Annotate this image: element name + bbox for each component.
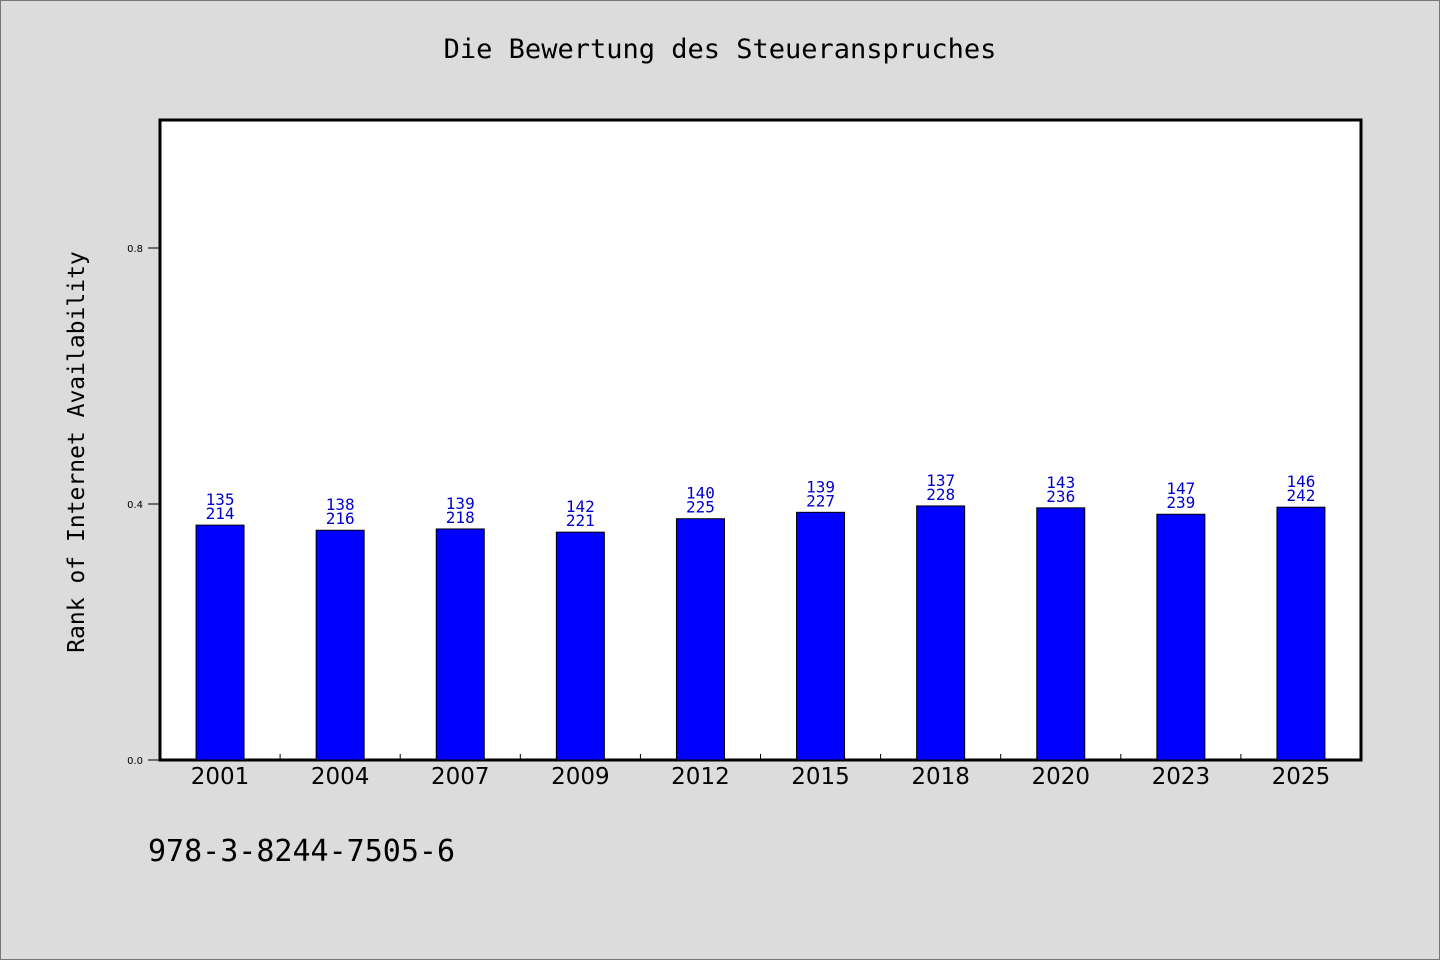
bar-label-bottom: 214 xyxy=(206,504,235,523)
x-tick-label: 2015 xyxy=(791,764,850,790)
bar xyxy=(315,529,365,761)
bar xyxy=(916,505,966,761)
x-axis-ticks: 2001 2004 2007 2009 2012 2015 2018 2020 2023 2025 xyxy=(191,754,1330,790)
x-tick-label: 2025 xyxy=(1272,764,1331,790)
bar xyxy=(796,511,846,761)
x-tick-label: 2001 xyxy=(191,764,250,790)
bar-label-top: 146 xyxy=(1286,472,1315,491)
bar-label-top: 137 xyxy=(926,471,955,490)
bar xyxy=(1276,506,1326,761)
y-axis-ticks: 0.0 0.4 0.8 xyxy=(127,244,160,767)
bar xyxy=(435,528,485,761)
bar-label-bottom: 239 xyxy=(1166,493,1195,512)
y-tick-label: 0.0 xyxy=(127,756,143,767)
x-tick-label: 2018 xyxy=(911,764,970,790)
bar-label-bottom: 216 xyxy=(326,509,355,528)
bar-label-top: 142 xyxy=(566,497,595,516)
bar-label-bottom: 242 xyxy=(1286,486,1315,505)
y-tick-label: 0.4 xyxy=(127,500,143,511)
bar xyxy=(555,531,605,761)
bar-label-top: 135 xyxy=(206,490,235,509)
bar-label-bottom: 228 xyxy=(926,485,955,504)
bar-label-top: 140 xyxy=(686,484,715,503)
bar-label-top: 139 xyxy=(806,477,835,496)
x-tick-label: 2007 xyxy=(431,764,490,790)
bar-label-bottom: 221 xyxy=(566,511,595,530)
bar xyxy=(675,518,725,761)
x-tick-label: 2004 xyxy=(311,764,370,790)
bar-label-bottom: 218 xyxy=(446,508,475,527)
bar-label-bottom: 227 xyxy=(806,491,835,510)
bar xyxy=(1156,513,1206,761)
x-tick-label: 2012 xyxy=(671,764,730,790)
bar xyxy=(195,524,245,761)
chart-title: Die Bewertung des Steueranspruches xyxy=(443,34,997,65)
bar xyxy=(1036,507,1086,761)
bar-label-bottom: 225 xyxy=(686,498,715,517)
y-tick-label: 0.8 xyxy=(127,244,143,255)
bar-label-bottom: 236 xyxy=(1046,487,1075,506)
bar-label-top: 143 xyxy=(1046,473,1075,492)
bar-label-top: 138 xyxy=(326,495,355,514)
bar-label-top: 139 xyxy=(446,494,475,513)
isbn-text: 978-3-8244-7505-6 xyxy=(148,834,456,869)
bar-series xyxy=(195,505,1326,761)
x-tick-label: 2009 xyxy=(551,764,610,790)
bar-label-top: 147 xyxy=(1166,479,1195,498)
x-tick-label: 2020 xyxy=(1031,764,1090,790)
x-tick-label: 2023 xyxy=(1152,764,1211,790)
